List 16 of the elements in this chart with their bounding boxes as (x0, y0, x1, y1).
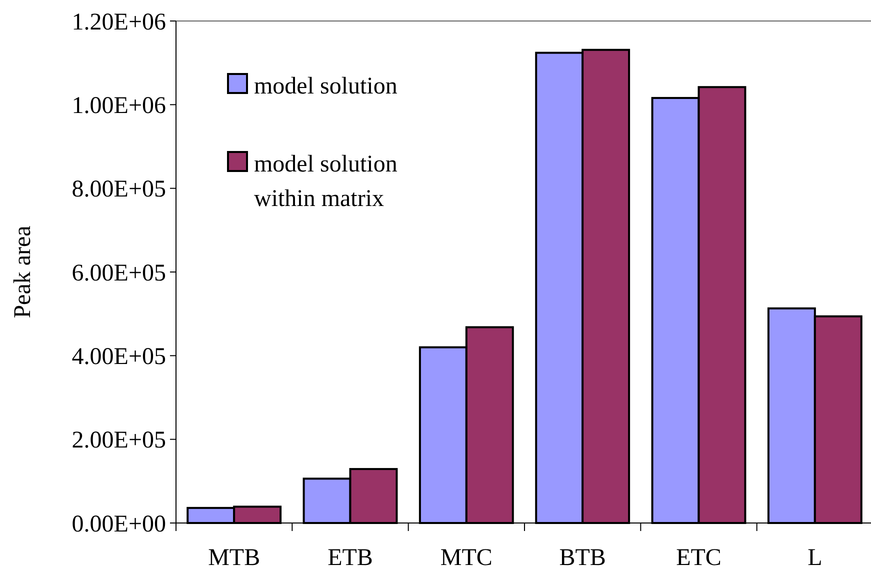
y-tick-label: 8.00E+05 (72, 176, 166, 203)
x-tick-label: ETB (328, 545, 373, 571)
y-tick-label: 4.00E+05 (72, 344, 166, 370)
y-tick-label: 1.20E+06 (72, 9, 166, 36)
legend-label: model solution (254, 73, 398, 100)
y-tick-label: 6.00E+05 (72, 260, 166, 286)
x-tick-label: MTB (208, 545, 260, 571)
x-tick-label: ETC (676, 545, 722, 571)
y-axis-title: Peak area (10, 225, 36, 318)
legend-label: model solution within matrix (254, 151, 398, 212)
x-tick-label: L (808, 545, 822, 571)
y-tick-label: 2.00E+05 (72, 428, 166, 454)
y-tick-label: 1.00E+06 (72, 93, 166, 120)
x-tick-label: MTC (440, 545, 492, 571)
y-tick-label: 0.00E+00 (72, 511, 166, 538)
x-tick-label: BTB (559, 545, 606, 571)
